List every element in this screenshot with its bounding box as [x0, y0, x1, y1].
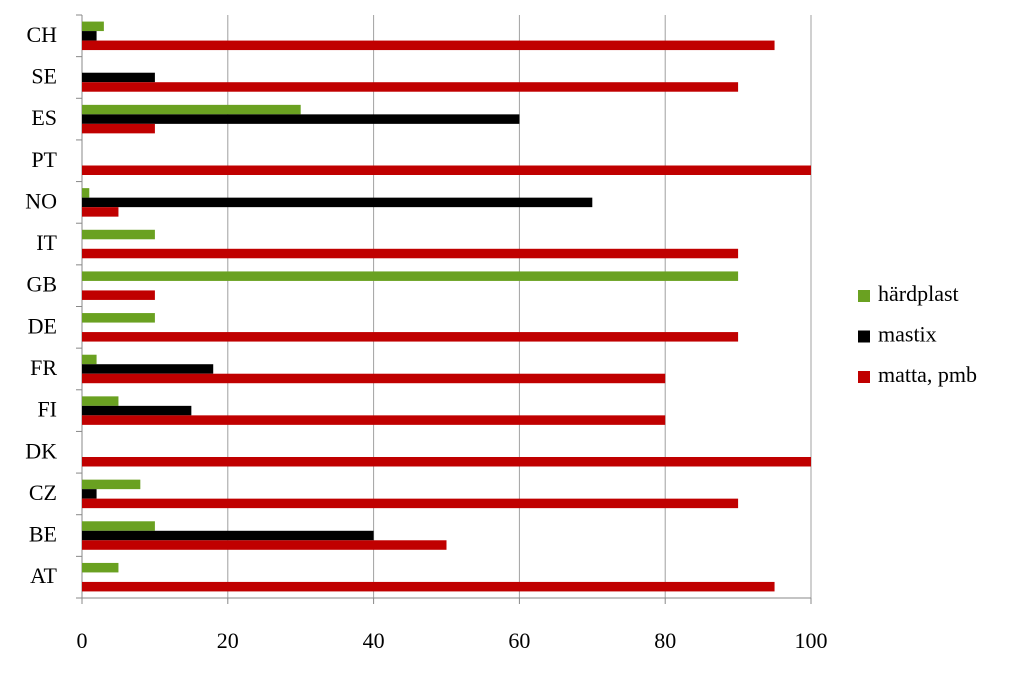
bar: [82, 229, 155, 240]
bar: [82, 521, 155, 531]
bar: [82, 123, 155, 134]
bar: [82, 31, 97, 41]
y-tick-label: IT: [36, 230, 57, 255]
y-tick-label: FR: [30, 355, 57, 380]
bar: [82, 207, 119, 217]
x-tick-label: 40: [363, 628, 385, 653]
y-tick-label: NO: [25, 188, 57, 213]
bar: [82, 104, 301, 115]
legend-label: mastix: [878, 322, 937, 347]
y-tick-label: SE: [31, 64, 57, 89]
bar: [82, 290, 155, 300]
legend-label: härdplast: [878, 281, 959, 306]
bar: [82, 405, 192, 416]
y-tick-label: CH: [26, 22, 57, 47]
bar: [82, 530, 374, 541]
bar: [82, 457, 811, 467]
x-tick-label: 20: [217, 628, 239, 653]
bar: [82, 72, 155, 83]
bar: [82, 21, 104, 32]
legend-label: matta, pmb: [878, 362, 977, 387]
bar: [82, 313, 155, 323]
bar: [82, 540, 447, 550]
y-tick-label: DE: [28, 313, 57, 338]
bar: [82, 271, 739, 281]
y-tick-label: GB: [26, 272, 57, 297]
bar: [82, 364, 214, 374]
y-tick-label: PT: [31, 147, 57, 172]
y-tick-label: AT: [30, 563, 57, 588]
x-tick-label: 80: [654, 628, 676, 653]
bar: [82, 396, 119, 406]
bar: [82, 248, 739, 259]
bar: [82, 165, 811, 175]
legend-swatch: [858, 371, 870, 383]
x-tick-label: 0: [77, 628, 88, 653]
bar: [82, 188, 90, 198]
y-tick-label: BE: [29, 522, 57, 547]
bar: [82, 489, 97, 499]
bar: [82, 581, 775, 592]
bar: [82, 197, 593, 208]
bar: [82, 354, 97, 365]
bar: [82, 114, 520, 124]
y-tick-label: DK: [25, 438, 57, 463]
bar: [82, 40, 775, 51]
y-tick-label: CZ: [29, 480, 57, 505]
bar: [82, 498, 739, 509]
x-tick-label: 100: [795, 628, 828, 653]
bar: [82, 562, 119, 573]
bar: [82, 373, 666, 384]
bar: [82, 332, 739, 342]
bar: [82, 82, 739, 92]
legend-swatch: [858, 330, 870, 343]
y-tick-label: FI: [37, 397, 57, 422]
bar: [82, 415, 666, 425]
x-tick-label: 60: [508, 628, 530, 653]
legend-swatch: [858, 290, 870, 302]
y-tick-label: ES: [31, 105, 57, 130]
bar: [82, 479, 141, 490]
